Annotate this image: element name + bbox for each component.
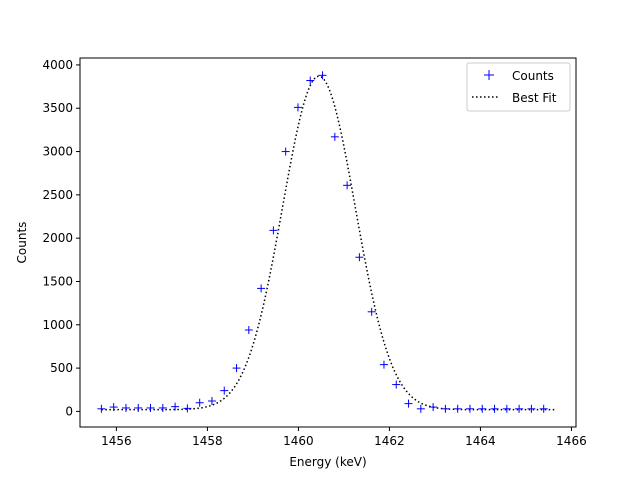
x-axis-label: Energy (keV) xyxy=(289,455,366,469)
data-point xyxy=(429,403,438,412)
data-point xyxy=(281,147,290,156)
data-point xyxy=(343,181,352,190)
data-point xyxy=(379,360,388,369)
legend-marker-counts xyxy=(484,70,494,80)
legend: Counts Best Fit xyxy=(466,62,571,112)
data-point xyxy=(171,402,180,411)
y-tick-label: 2500 xyxy=(42,188,73,202)
data-point xyxy=(515,404,524,413)
y-tick-label: 3500 xyxy=(42,101,73,115)
legend-label-counts: Counts xyxy=(512,69,554,83)
data-point xyxy=(539,404,548,413)
data-point xyxy=(109,403,118,412)
data-point xyxy=(183,404,192,413)
data-point xyxy=(207,397,216,406)
points-layer xyxy=(97,71,548,413)
data-point xyxy=(355,253,364,262)
data-point xyxy=(121,403,130,412)
data-point xyxy=(318,71,327,80)
data-point xyxy=(416,404,425,413)
y-tick-label: 3000 xyxy=(42,145,73,159)
data-point xyxy=(465,404,474,413)
data-point xyxy=(244,325,253,334)
data-point xyxy=(502,404,511,413)
data-point xyxy=(146,403,155,412)
data-point xyxy=(293,103,302,112)
data-point xyxy=(453,404,462,413)
x-axis-ticks: 1456 1458 1460 1462 1464 1466 xyxy=(101,427,587,448)
data-point xyxy=(392,380,401,389)
data-point xyxy=(232,364,241,373)
y-tick-label: 4000 xyxy=(42,58,73,72)
y-tick-label: 0 xyxy=(65,404,73,418)
y-tick-label: 500 xyxy=(50,361,73,375)
data-point xyxy=(220,386,229,395)
y-tick-label: 1500 xyxy=(42,274,73,288)
data-point xyxy=(404,399,413,408)
data-point xyxy=(134,403,143,412)
data-point xyxy=(269,226,278,235)
data-point xyxy=(478,404,487,413)
plot-frame xyxy=(79,57,577,428)
data-point xyxy=(441,404,450,413)
data-point xyxy=(306,76,315,85)
data-point xyxy=(367,307,376,316)
x-tick-label: 1466 xyxy=(556,434,587,448)
y-axis-ticks: 0 500 1000 1500 2000 2500 3000 3500 4000 xyxy=(42,58,80,418)
x-tick-label: 1464 xyxy=(465,434,496,448)
y-tick-label: 1000 xyxy=(42,318,73,332)
legend-label-best-fit: Best Fit xyxy=(512,91,557,105)
y-axis-label: Counts xyxy=(15,222,29,264)
data-point xyxy=(97,404,106,413)
x-tick-label: 1458 xyxy=(192,434,223,448)
data-point xyxy=(257,284,266,293)
y-tick-label: 2000 xyxy=(42,231,73,245)
data-point xyxy=(158,403,167,412)
data-point xyxy=(195,398,204,407)
data-point xyxy=(490,404,499,413)
data-point xyxy=(330,132,339,141)
plot-background xyxy=(80,58,576,427)
x-tick-label: 1456 xyxy=(101,434,132,448)
x-tick-label: 1462 xyxy=(374,434,405,448)
x-tick-label: 1460 xyxy=(283,434,314,448)
data-point xyxy=(527,404,536,413)
